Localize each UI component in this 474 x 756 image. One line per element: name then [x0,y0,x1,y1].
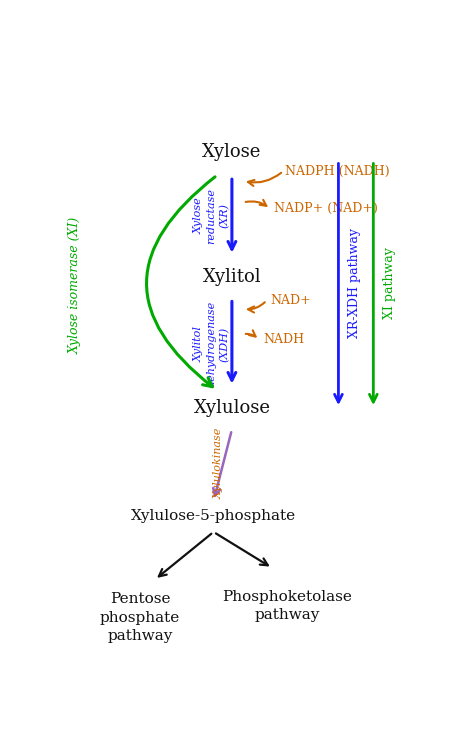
Text: Xylose: Xylose [202,143,262,161]
Text: Xylose isomerase (XI): Xylose isomerase (XI) [69,217,82,355]
Text: Pentose
phosphate
pathway: Pentose phosphate pathway [100,592,180,643]
Text: XR-XDH pathway: XR-XDH pathway [347,228,361,338]
Text: NADP+ (NAD+): NADP+ (NAD+) [274,203,378,215]
Text: Xylitol
dehydrogenase
(XDH): Xylitol dehydrogenase (XDH) [194,301,229,387]
Text: Xylitol: Xylitol [202,268,261,286]
Text: Xylose
reductase
(XR): Xylose reductase (XR) [194,188,229,244]
Text: XI pathway: XI pathway [383,247,396,319]
Text: Xylulose: Xylulose [193,399,270,417]
Text: NADPH (NADH): NADPH (NADH) [285,165,390,178]
Text: NADH: NADH [263,333,304,346]
Text: Xylulose-5-phosphate: Xylulose-5-phosphate [131,509,296,522]
Text: Xylulokinase: Xylulokinase [214,428,224,499]
Text: NAD+: NAD+ [271,294,311,307]
Text: Phosphoketolase
pathway: Phosphoketolase pathway [222,590,352,622]
